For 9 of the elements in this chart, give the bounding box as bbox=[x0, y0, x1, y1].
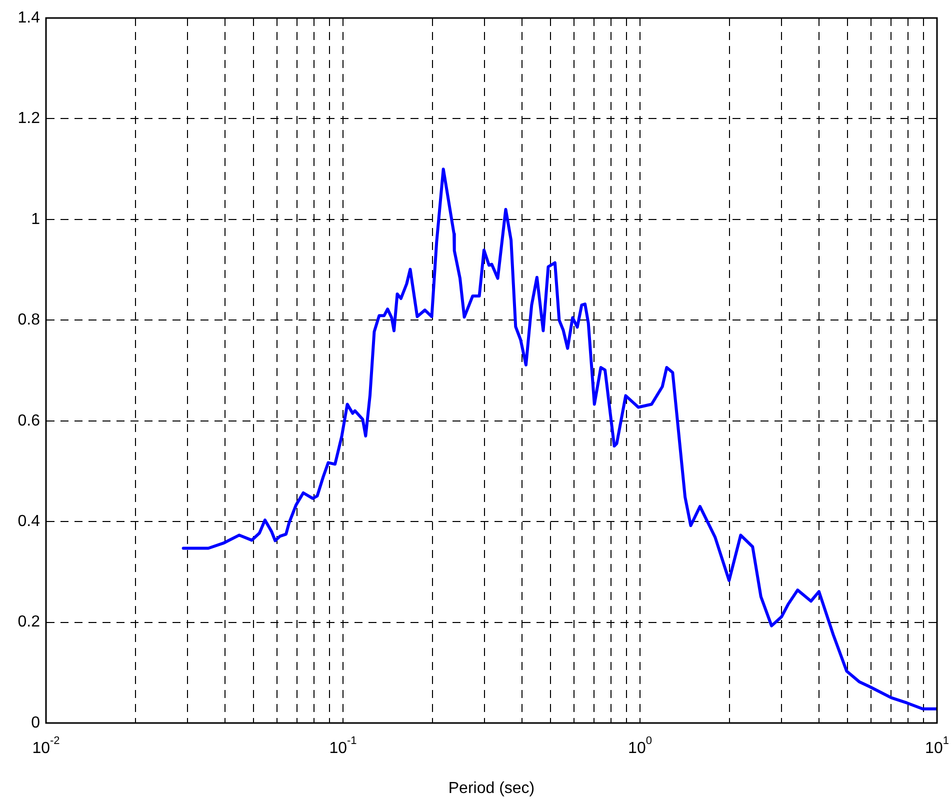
y-tick-label: 1.2 bbox=[18, 110, 40, 128]
y-tick-label: 1.4 bbox=[18, 9, 40, 26]
y-tick-label: 0 bbox=[31, 714, 40, 732]
x-axis-title: Period (sec) bbox=[448, 780, 535, 797]
y-tick-label: 0.2 bbox=[18, 614, 40, 631]
y-tick-label: 0.6 bbox=[18, 412, 40, 430]
y-tick-label: 0.8 bbox=[18, 312, 40, 329]
y-tick-label: 0.4 bbox=[18, 512, 40, 530]
y-tick-label: 1 bbox=[31, 210, 40, 228]
